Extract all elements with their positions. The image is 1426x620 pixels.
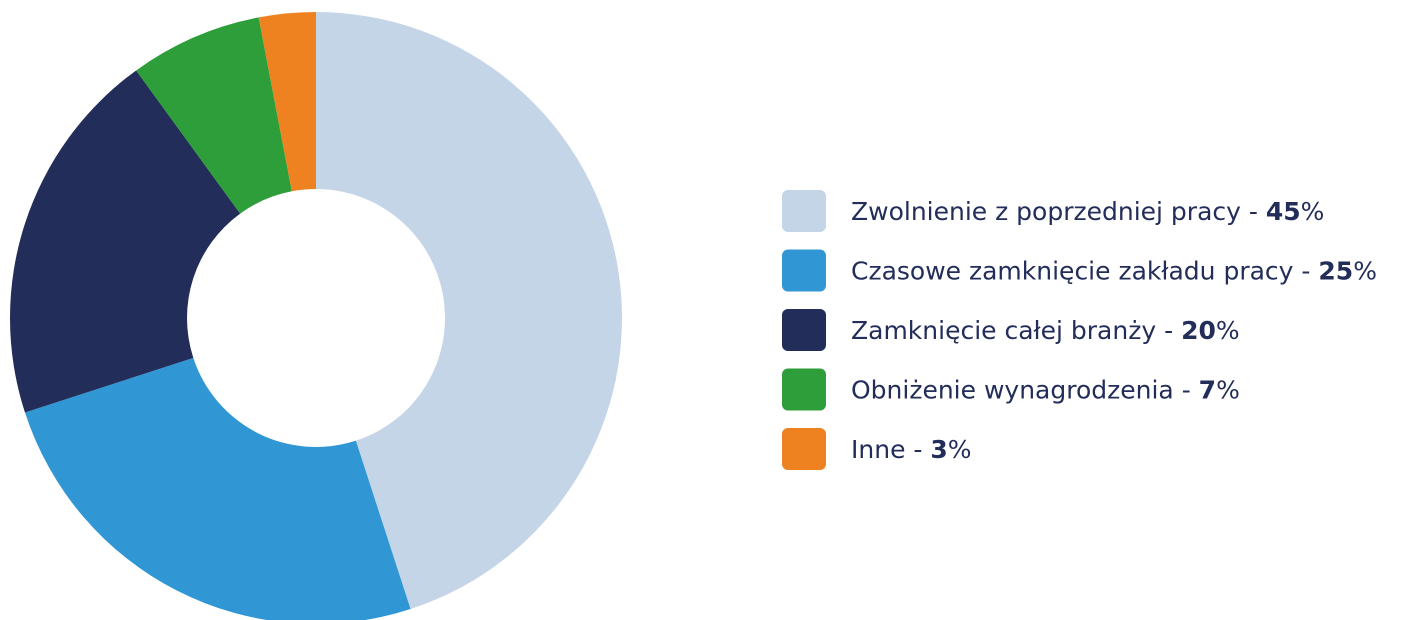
legend-category: Czasowe zamknięcie zakładu pracy bbox=[851, 257, 1294, 286]
donut-slice bbox=[24, 357, 411, 620]
legend-swatch bbox=[782, 309, 826, 351]
legend-label: Obniżenie wynagrodzenia - 7% bbox=[851, 376, 1240, 405]
legend-label: Zamknięcie całej branży - 20% bbox=[851, 316, 1240, 345]
legend-value: 45 bbox=[1266, 197, 1301, 226]
donut-slice bbox=[258, 12, 316, 192]
legend-swatch bbox=[782, 368, 826, 411]
legend-value: 25 bbox=[1318, 257, 1353, 286]
legend-separator: - bbox=[1156, 316, 1181, 345]
donut-slice bbox=[316, 12, 623, 610]
legend-category: Zamknięcie całej branży bbox=[851, 316, 1156, 345]
legend-unit: % bbox=[1216, 316, 1240, 345]
legend-separator: - bbox=[905, 435, 930, 464]
legend-unit: % bbox=[1353, 257, 1377, 286]
legend-unit: % bbox=[1301, 197, 1325, 226]
legend-swatch bbox=[782, 249, 826, 292]
legend-category: Inne bbox=[851, 435, 905, 464]
legend-label: Czasowe zamknięcie zakładu pracy - 25% bbox=[851, 257, 1377, 286]
legend-separator: - bbox=[1174, 376, 1199, 405]
legend-value: 3 bbox=[930, 435, 947, 464]
legend-separator: - bbox=[1293, 257, 1318, 286]
donut-slice bbox=[9, 70, 241, 413]
legend-label: Zwolnienie z poprzedniej pracy - 45% bbox=[851, 197, 1324, 226]
legend-swatch bbox=[782, 190, 826, 232]
legend-category: Zwolnienie z poprzedniej pracy bbox=[851, 197, 1241, 226]
legend-unit: % bbox=[948, 435, 972, 464]
legend-category: Obniżenie wynagrodzenia bbox=[851, 376, 1174, 405]
legend-label: Inne - 3% bbox=[851, 435, 972, 464]
legend-swatch bbox=[782, 428, 826, 470]
legend-value: 20 bbox=[1181, 316, 1216, 345]
legend-unit: % bbox=[1216, 376, 1240, 405]
donut-slice bbox=[136, 17, 292, 214]
legend-value: 7 bbox=[1199, 376, 1216, 405]
legend-separator: - bbox=[1241, 197, 1266, 226]
